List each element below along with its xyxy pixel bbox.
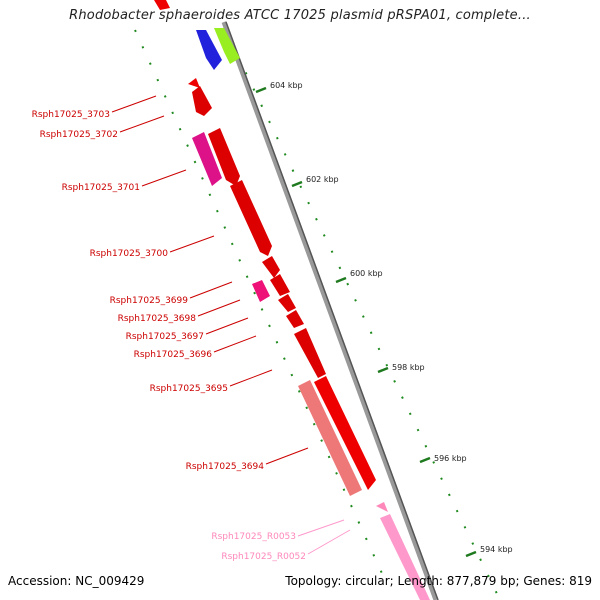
feature-blue[interactable] [196, 30, 222, 70]
gene-arrows[interactable] [188, 78, 430, 600]
gene-arrow-3701b [192, 132, 222, 186]
gene-arrow-3702 [192, 86, 212, 116]
gene-arrow-3699 [262, 256, 280, 278]
gene-label-3697[interactable]: Rsph17025_3697 [126, 332, 204, 342]
gene-arrow-3700 [230, 180, 272, 256]
backbone [221, 21, 439, 600]
outer-ruler [229, 39, 501, 600]
gene-arrow-3701 [208, 128, 240, 186]
gene-label-3702[interactable]: Rsph17025_3702 [40, 130, 118, 140]
gene-label-R0053[interactable]: Rsph17025_R0053 [211, 532, 296, 542]
gene-label-3695[interactable]: Rsph17025_3695 [150, 384, 228, 394]
map-title: Rhodobacter sphaeroides ATCC 17025 plasm… [69, 8, 531, 23]
gene-arrow-3703 [188, 78, 200, 88]
gene-label-3701[interactable]: Rsph17025_3701 [62, 183, 140, 193]
gene-arrow-3695 [294, 328, 326, 378]
tick-label-602: 602 kbp [306, 175, 339, 184]
gene-arrow-3694b [298, 380, 362, 496]
gene-arrow-3699b [252, 280, 270, 302]
topology-summary: Topology: circular; Length: 877,879 bp; … [285, 574, 592, 588]
gene-arrow-3698 [270, 274, 290, 296]
tick-marks [255, 86, 477, 558]
tick-label-598: 598 kbp [392, 363, 425, 372]
gene-label-3700[interactable]: Rsph17025_3700 [90, 249, 169, 259]
gene-label-3699[interactable]: Rsph17025_3699 [110, 296, 189, 306]
tick-label-596: 596 kbp [434, 454, 467, 463]
feature-green[interactable] [214, 28, 240, 64]
gene-label-3698[interactable]: Rsph17025_3698 [118, 314, 197, 324]
tick-label-600: 600 kbp [350, 269, 383, 278]
gene-arrow-3696 [286, 310, 304, 328]
gene-label-3696[interactable]: Rsph17025_3696 [134, 350, 213, 360]
gene-label-R0052[interactable]: Rsph17025_R0052 [221, 552, 306, 562]
tick-label-604: 604 kbp [270, 81, 303, 90]
rna-arrow-0052 [380, 514, 430, 600]
accession-text: Accession: NC_009429 [8, 574, 145, 588]
tick-label-594: 594 kbp [480, 545, 513, 554]
gene-arrow-3697 [278, 294, 296, 312]
gene-arrow-3694 [314, 376, 376, 490]
feature-top-red[interactable] [154, 0, 170, 10]
gene-label-3703[interactable]: Rsph17025_3703 [32, 110, 110, 120]
gene-label-3694[interactable]: Rsph17025_3694 [186, 462, 265, 472]
rna-arrow-0053 [376, 502, 388, 512]
backbone-edge [225, 21, 439, 600]
